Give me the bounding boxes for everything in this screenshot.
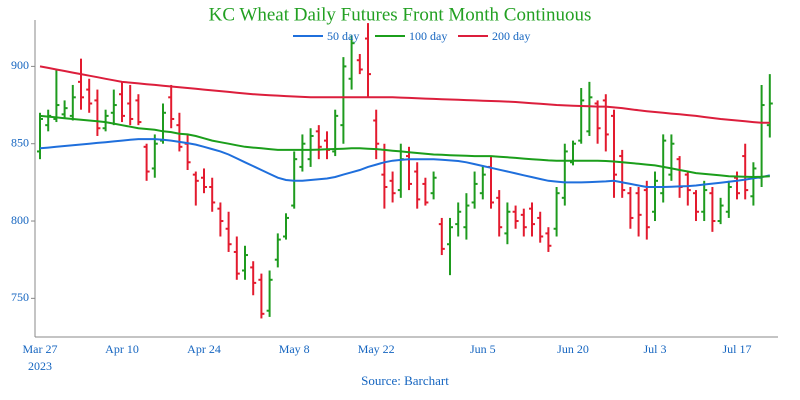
chart-title: KC Wheat Daily Futures Front Month Conti… — [209, 4, 592, 25]
x-tick-label: Apr 10 — [105, 342, 139, 356]
x-tick-label: May 8 — [279, 342, 310, 356]
x-tick-label: Apr 24 — [187, 342, 221, 356]
x-tick-label: Jul 17 — [722, 342, 751, 356]
x-tick-label: Jun 20 — [557, 342, 589, 356]
y-tick-label: 900 — [11, 58, 29, 72]
x-tick-label: Mar 27 — [23, 342, 58, 356]
legend-label: 100 day — [409, 29, 447, 43]
x-year-label: 2023 — [28, 359, 52, 373]
y-tick-label: 850 — [11, 135, 29, 149]
source: Source: Barchart — [361, 373, 449, 388]
x-tick-label: May 22 — [358, 342, 395, 356]
x-tick-label: Jul 3 — [643, 342, 666, 356]
x-tick-label: Jun 5 — [470, 342, 496, 356]
y-tick-label: 750 — [11, 290, 29, 304]
legend-label: 50 day — [327, 29, 359, 43]
legend-label: 200 day — [492, 29, 530, 43]
moving-average-line — [39, 114, 770, 179]
moving-average-line — [39, 138, 771, 188]
moving-average-line — [39, 65, 770, 124]
y-tick-label: 800 — [11, 213, 29, 227]
